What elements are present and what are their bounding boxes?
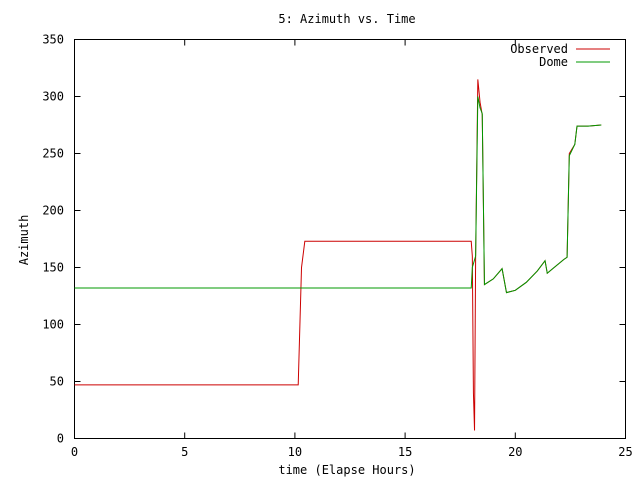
x-tick-label: 5 xyxy=(181,445,188,459)
y-tick-label: 0 xyxy=(57,432,64,446)
plot-frame xyxy=(74,39,626,439)
y-tick-label: 150 xyxy=(42,261,64,275)
series-line-observed xyxy=(74,79,602,431)
series-line-dome xyxy=(74,96,602,294)
x-axis-label: time (Elapse Hours) xyxy=(278,463,415,477)
y-tick-label: 250 xyxy=(42,147,64,161)
x-tick-label: 10 xyxy=(288,445,302,459)
y-tick-label: 50 xyxy=(50,375,64,389)
y-axis-label: Azimuth xyxy=(17,215,31,266)
legend-label: Dome xyxy=(539,55,568,69)
x-tick-label: 25 xyxy=(618,445,632,459)
chart-title: 5: Azimuth vs. Time xyxy=(278,12,415,26)
y-tick-label: 200 xyxy=(42,204,64,218)
x-tick-label: 15 xyxy=(398,445,412,459)
x-tick-label: 0 xyxy=(71,445,78,459)
series-lines xyxy=(74,79,602,431)
y-tick-label: 100 xyxy=(42,318,64,332)
legend-label: Observed xyxy=(510,42,568,56)
x-tick-label: 20 xyxy=(508,445,522,459)
y-tick-label: 300 xyxy=(42,90,64,104)
y-tick-label: 350 xyxy=(42,33,64,47)
